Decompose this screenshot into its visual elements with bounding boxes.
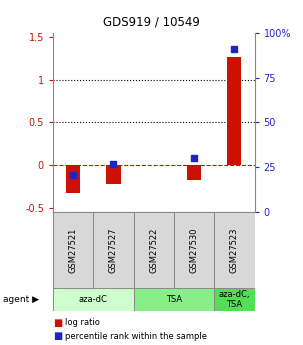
Text: ■: ■ xyxy=(53,318,62,327)
Point xyxy=(111,161,116,167)
FancyBboxPatch shape xyxy=(174,212,214,288)
Bar xyxy=(187,165,201,180)
FancyBboxPatch shape xyxy=(134,288,214,310)
Bar xyxy=(106,165,121,184)
Text: ■: ■ xyxy=(53,332,62,341)
FancyBboxPatch shape xyxy=(214,288,255,310)
FancyBboxPatch shape xyxy=(214,212,255,288)
Text: log ratio: log ratio xyxy=(65,318,100,327)
Text: GSM27530: GSM27530 xyxy=(190,227,198,273)
FancyBboxPatch shape xyxy=(134,212,174,288)
Text: aza-dC: aza-dC xyxy=(79,295,108,304)
Text: TSA: TSA xyxy=(166,295,182,304)
Text: GSM27523: GSM27523 xyxy=(230,227,239,273)
Bar xyxy=(227,57,241,165)
Bar xyxy=(66,165,80,193)
Text: GDS919 / 10549: GDS919 / 10549 xyxy=(103,16,200,29)
Text: GSM27521: GSM27521 xyxy=(69,227,78,273)
Text: percentile rank within the sample: percentile rank within the sample xyxy=(65,332,207,341)
FancyBboxPatch shape xyxy=(53,212,93,288)
FancyBboxPatch shape xyxy=(53,288,134,310)
Point xyxy=(71,172,76,177)
Point xyxy=(232,46,237,52)
Point xyxy=(192,156,197,161)
FancyBboxPatch shape xyxy=(93,212,134,288)
Text: aza-dC,
TSA: aza-dC, TSA xyxy=(219,289,250,309)
Text: agent ▶: agent ▶ xyxy=(3,295,39,304)
Text: GSM27522: GSM27522 xyxy=(149,227,158,273)
Text: GSM27527: GSM27527 xyxy=(109,227,118,273)
